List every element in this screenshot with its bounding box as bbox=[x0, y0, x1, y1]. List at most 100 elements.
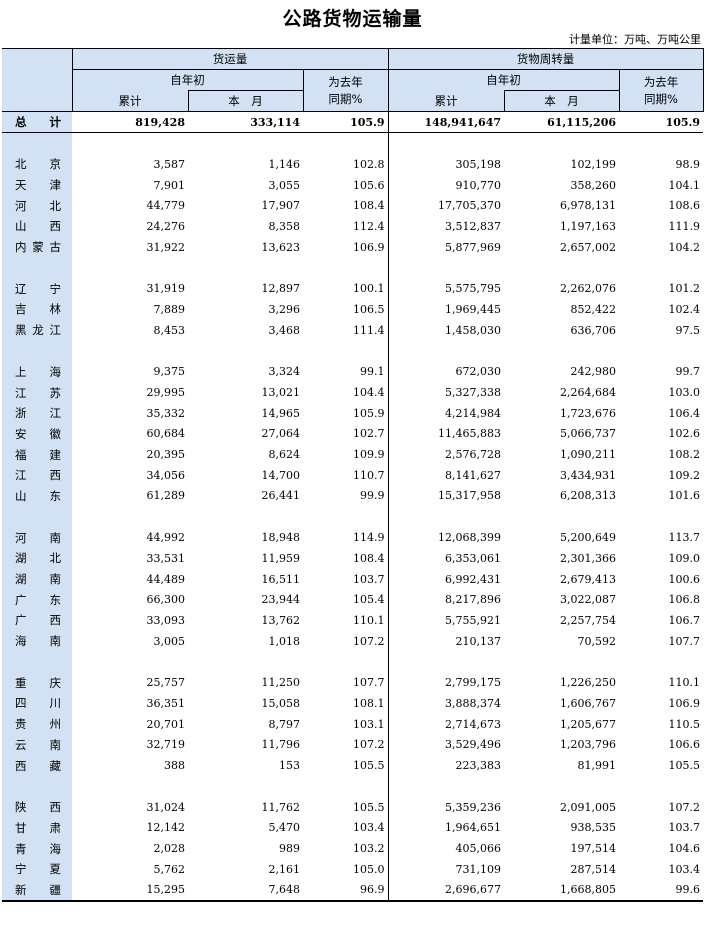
turn-month-cell: 287,514 bbox=[570, 862, 617, 876]
vol-yoy-cell: 107.2 bbox=[303, 630, 389, 652]
table-row: 吉林 7,889 3,296 106.5 1,969,445 852,422 102.4 bbox=[2, 299, 703, 320]
turn-ytd-cell: 210,137 bbox=[455, 634, 502, 648]
turn-ytd-cell: 5,877,969 bbox=[445, 240, 502, 254]
spacer-cell bbox=[388, 257, 504, 278]
vol-month-cell: 13,762 bbox=[261, 613, 301, 627]
turn-month-cell: 6,978,131 bbox=[560, 199, 617, 213]
spacer-cell bbox=[504, 341, 619, 362]
turn-ytd-cell: 1,964,651 bbox=[445, 821, 502, 835]
table-row: 黑龙江 8,453 3,468 111.4 1,458,030 636,706 97.5 bbox=[2, 319, 703, 341]
region-name: 河北 bbox=[2, 195, 72, 217]
table-row: 辽宁 31,919 12,897 100.1 5,575,795 2,262,076 101… bbox=[2, 278, 703, 300]
spacer-cell bbox=[619, 341, 703, 362]
region-name: 辽宁 bbox=[2, 278, 72, 300]
turn-month-cell: 852,422 bbox=[570, 302, 617, 316]
vol-yoy-cell: 100.1 bbox=[303, 278, 389, 300]
table-row: 云南 32,719 11,796 107.2 3,529,496 1,203,796 106… bbox=[2, 734, 703, 756]
turn-month-cell: 1,205,677 bbox=[560, 717, 617, 731]
spacer-cell bbox=[72, 651, 188, 672]
table-row: 安徽 60,684 27,064 102.7 11,465,883 5,066,737 10… bbox=[2, 423, 703, 445]
turn-yoy-cell: 99.6 bbox=[619, 879, 704, 903]
vol-ytd-cell: 31,922 bbox=[146, 240, 186, 254]
table-row: 西藏 388 153 105.5 223,383 81,991 105.5 bbox=[2, 755, 703, 776]
region-header-cell bbox=[2, 48, 73, 112]
vol-month-cell: 153 bbox=[279, 759, 300, 773]
spacer-cell bbox=[619, 133, 703, 155]
vol-ytd-cell: 3,587 bbox=[153, 157, 186, 171]
vol-month-cell: 11,959 bbox=[261, 551, 301, 565]
turn-month-cell: 2,091,005 bbox=[560, 800, 617, 814]
table-row: 广西 33,093 13,762 110.1 5,755,921 2,257,754 106… bbox=[2, 610, 703, 631]
turn-ytd-cell: 3,512,837 bbox=[445, 219, 502, 233]
spacer-cell bbox=[188, 257, 303, 278]
vol-month-cell: 3,324 bbox=[268, 365, 301, 379]
turn-month-cell: 5,200,649 bbox=[560, 531, 617, 545]
table-row: 江西 34,056 14,700 110.7 8,141,627 3,434,931 109… bbox=[2, 464, 703, 486]
vol-yoy-cell: 105.4 bbox=[303, 589, 389, 611]
spacer-cell bbox=[388, 341, 504, 362]
vol-month-cell: 3,468 bbox=[268, 323, 301, 337]
region-name: 江西 bbox=[2, 464, 72, 486]
turn-yoy-cell: 106.6 bbox=[668, 738, 701, 752]
vol-month-cell: 13,021 bbox=[261, 386, 301, 400]
vol-month-header: 本 月 bbox=[187, 90, 304, 112]
vol-month-cell: 8,797 bbox=[268, 717, 301, 731]
region-name: 广东 bbox=[2, 589, 72, 611]
vol-month-cell: 2,161 bbox=[268, 862, 301, 876]
table-row: 天津 7,901 3,055 105.6 910,770 358,260 104.1 bbox=[2, 174, 703, 196]
turn-yoy-cell: 107.7 bbox=[668, 634, 701, 648]
region-name: 重庆 bbox=[2, 672, 72, 694]
region-name: 云南 bbox=[2, 734, 72, 756]
table-row: 上海 9,375 3,324 99.1 672,030 242,980 99.7 bbox=[2, 361, 703, 383]
vol-ytd-cell: 819,428 bbox=[72, 111, 188, 133]
vol-month-cell: 11,250 bbox=[261, 676, 301, 690]
vol-yoy-cell: 99.9 bbox=[303, 485, 389, 507]
spacer-cell bbox=[303, 340, 389, 362]
vol-yoy-cell: 102.7 bbox=[303, 423, 389, 445]
turn-yoy-cell: 109.2 bbox=[668, 468, 701, 482]
turn-month-cell: 2,657,002 bbox=[560, 240, 617, 254]
vol-yoy-cell: 107.7 bbox=[303, 672, 389, 694]
spacer-cell bbox=[2, 775, 72, 797]
unit-label: 计量单位：万吨、万吨公里 bbox=[569, 33, 701, 46]
turn-yoy-cell: 103.7 bbox=[668, 821, 701, 835]
table-row: 重庆 25,757 11,250 107.7 2,799,175 1,226,250 110… bbox=[2, 672, 703, 694]
region-name: 陕西 bbox=[2, 796, 72, 818]
vol-ytd-cell: 61,289 bbox=[146, 489, 186, 503]
region-name: 安徽 bbox=[2, 423, 72, 445]
turn-month-cell: 3,022,087 bbox=[560, 593, 617, 607]
vol-month-cell: 3,296 bbox=[268, 302, 301, 316]
vol-yoy-cell: 108.1 bbox=[303, 693, 389, 714]
vol-yoy-cell: 112.4 bbox=[303, 216, 389, 237]
table-row: 陕西 31,024 11,762 105.5 5,359,236 2,091,005 107… bbox=[2, 796, 703, 818]
vol-yoy-cell: 103.7 bbox=[303, 568, 389, 590]
table-row: 山西 24,276 8,358 112.4 3,512,837 1,197,163 111.… bbox=[2, 216, 703, 237]
turn-month-cell: 1,606,767 bbox=[560, 696, 617, 710]
table-row: 海南 3,005 1,018 107.2 210,137 70,592 107.7 bbox=[2, 630, 703, 652]
table-row: 浙江 35,332 14,965 105.9 4,214,984 1,723,676 106… bbox=[2, 402, 703, 424]
table-row: 广东 66,300 23,944 105.4 8,217,896 3,022,087 106… bbox=[2, 589, 703, 611]
spacer-cell bbox=[619, 776, 703, 797]
turn-month-cell: 1,723,676 bbox=[560, 406, 617, 420]
vol-month-cell: 16,511 bbox=[261, 572, 301, 586]
spacer-cell bbox=[619, 257, 703, 278]
region-name: 总 计 bbox=[2, 111, 72, 133]
region-name: 广西 bbox=[2, 610, 72, 631]
table-row: 福建 20,395 8,624 109.9 2,576,728 1,090,211 108.… bbox=[2, 444, 703, 465]
vol-ytd-cell: 36,351 bbox=[146, 696, 186, 710]
spacer-cell bbox=[388, 133, 504, 155]
turn-ytd-cell: 405,066 bbox=[455, 842, 502, 856]
turn-yoy-cell: 106.8 bbox=[668, 593, 701, 607]
turn-month-cell: 2,679,413 bbox=[560, 572, 617, 586]
vol-ytd-cell: 32,719 bbox=[146, 738, 186, 752]
turn-month-cell: 2,262,076 bbox=[560, 282, 617, 296]
region-name: 西藏 bbox=[2, 755, 72, 776]
vol-month-cell: 8,358 bbox=[268, 219, 301, 233]
vol-yoy-cell: 110.1 bbox=[303, 610, 389, 631]
turn-month-cell: 6,208,313 bbox=[560, 489, 617, 503]
turn-ytd-cell: 731,109 bbox=[455, 862, 502, 876]
spacer-cell bbox=[72, 257, 188, 278]
turn-yoy-cell: 106.7 bbox=[668, 613, 701, 627]
spacer-cell bbox=[2, 651, 72, 673]
spacer-cell bbox=[2, 340, 72, 362]
